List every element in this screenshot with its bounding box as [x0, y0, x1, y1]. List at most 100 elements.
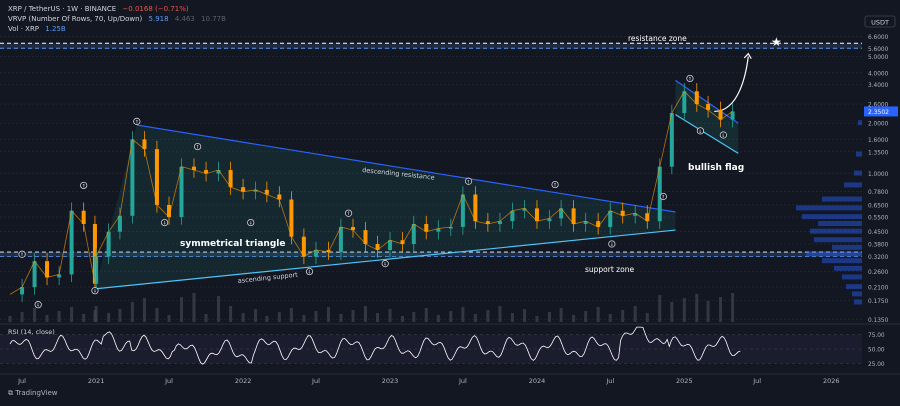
candle-body	[363, 230, 368, 244]
pivot-arrow: ⇑	[20, 252, 24, 258]
pivot-marker	[247, 218, 255, 227]
candle-body	[179, 166, 184, 218]
pivot-marker	[193, 142, 202, 151]
volume-bar	[401, 316, 405, 322]
candle-body	[682, 91, 687, 114]
pivot-marker	[686, 74, 694, 83]
candle-body	[608, 210, 613, 227]
volume-profile-bar	[814, 237, 862, 243]
candle-body	[522, 208, 527, 211]
volume-bar	[608, 314, 612, 322]
candle-body	[253, 189, 258, 192]
pivot-arrow: ⇑	[135, 119, 139, 125]
pivot-arrow: ⇓	[36, 303, 40, 309]
time-tick: Jul	[458, 377, 467, 385]
candle-body	[142, 139, 147, 150]
price-tick: 1.6000	[868, 138, 889, 144]
pivot-arrow: ⇑	[195, 145, 199, 151]
candle-body	[411, 224, 416, 244]
volume-profile-bar	[856, 151, 862, 157]
volume-profile-bar	[796, 205, 862, 211]
candle-body	[81, 210, 86, 225]
pivot-arrow: ⇓	[698, 129, 702, 135]
tradingview-wordmark: TradingView	[15, 389, 58, 397]
volume-bar	[645, 313, 649, 322]
pivot-arrow: ⇓	[249, 221, 253, 227]
price-tick: 2.0000	[868, 122, 889, 128]
ascending-support-line	[94, 229, 676, 290]
volume-profile-bar	[822, 196, 862, 202]
volume-bar	[731, 293, 735, 322]
price-tick: 5.0000	[868, 55, 889, 61]
volume-bar	[70, 307, 74, 322]
candle-body	[301, 236, 306, 257]
support-zone-label: support zone	[585, 265, 634, 274]
volume-bar	[412, 312, 416, 322]
volume-bar	[498, 306, 502, 322]
volume-profile-bar	[834, 265, 862, 271]
volume-bar	[719, 297, 723, 322]
candle-body	[326, 249, 331, 253]
time-tick: 2023	[382, 377, 399, 385]
volume-bar	[8, 316, 12, 322]
candle-body	[191, 166, 196, 171]
volume-bar	[522, 309, 526, 322]
price-tick: 1.0000	[868, 172, 889, 178]
candle-body	[375, 243, 380, 250]
candle-body	[117, 215, 122, 232]
volume-bar	[118, 309, 122, 322]
tradingview-logo[interactable]: ⧉ TradingView	[8, 389, 58, 397]
volume-bar	[486, 310, 490, 322]
candle-body	[694, 91, 699, 105]
time-tick: Jul	[311, 377, 320, 385]
candle-body	[436, 228, 441, 232]
volume-profile-bar	[806, 251, 862, 257]
volume-bar	[695, 294, 699, 322]
candle-body	[69, 210, 74, 275]
volume-bar	[142, 298, 146, 322]
volume-profile-bar	[846, 284, 862, 290]
legend-volume-value: 1.25B	[45, 25, 66, 33]
volume-bar	[388, 309, 392, 322]
price-tick: 0.3800	[868, 242, 889, 248]
pivot-marker	[133, 117, 141, 125]
target-star: ★	[771, 35, 782, 49]
price-tick: 0.2600	[868, 270, 889, 276]
currency-badge[interactable]	[864, 15, 896, 28]
pivot-arrow: ⇓	[162, 221, 166, 227]
volume-bar	[339, 314, 343, 322]
price-tick: 0.5500	[868, 216, 889, 222]
candle-body	[497, 221, 502, 225]
volume-bar	[179, 297, 183, 322]
legend-change: −0.0168 (−0.71%)	[122, 5, 189, 13]
volume-bar	[547, 312, 551, 322]
pivot-arrow: ⇓	[307, 270, 311, 276]
candle-body	[547, 218, 552, 222]
price-line	[9, 90, 733, 295]
legend-vrvp-v2: 4.463	[174, 15, 195, 23]
price-tick: 0.3200	[868, 255, 889, 261]
candle-body	[633, 213, 638, 216]
pivot-marker	[381, 260, 389, 268]
volume-bar	[658, 295, 662, 322]
price-tick: 0.1350	[868, 318, 889, 324]
flag-lower-line	[675, 114, 739, 154]
candle-body	[338, 226, 343, 253]
candle-body	[264, 189, 269, 195]
legend-vrvp-v1: 5.918	[148, 15, 169, 23]
candle-body	[706, 104, 711, 110]
candle-body	[154, 149, 159, 205]
volume-bar	[633, 306, 637, 322]
volume-bar	[167, 315, 171, 322]
pivot-marker	[608, 240, 616, 248]
pivot-arrow: ⇑	[661, 194, 665, 200]
volume-bar	[289, 308, 293, 322]
price-tick: 0.4500	[868, 230, 889, 236]
rsi-label: RSI (14, close)	[8, 328, 55, 336]
pivot-arrow: ⇑	[466, 179, 470, 185]
volume-bar	[130, 302, 134, 322]
volume-bar	[363, 306, 367, 322]
pivot-arrow: ⇓	[721, 133, 725, 139]
